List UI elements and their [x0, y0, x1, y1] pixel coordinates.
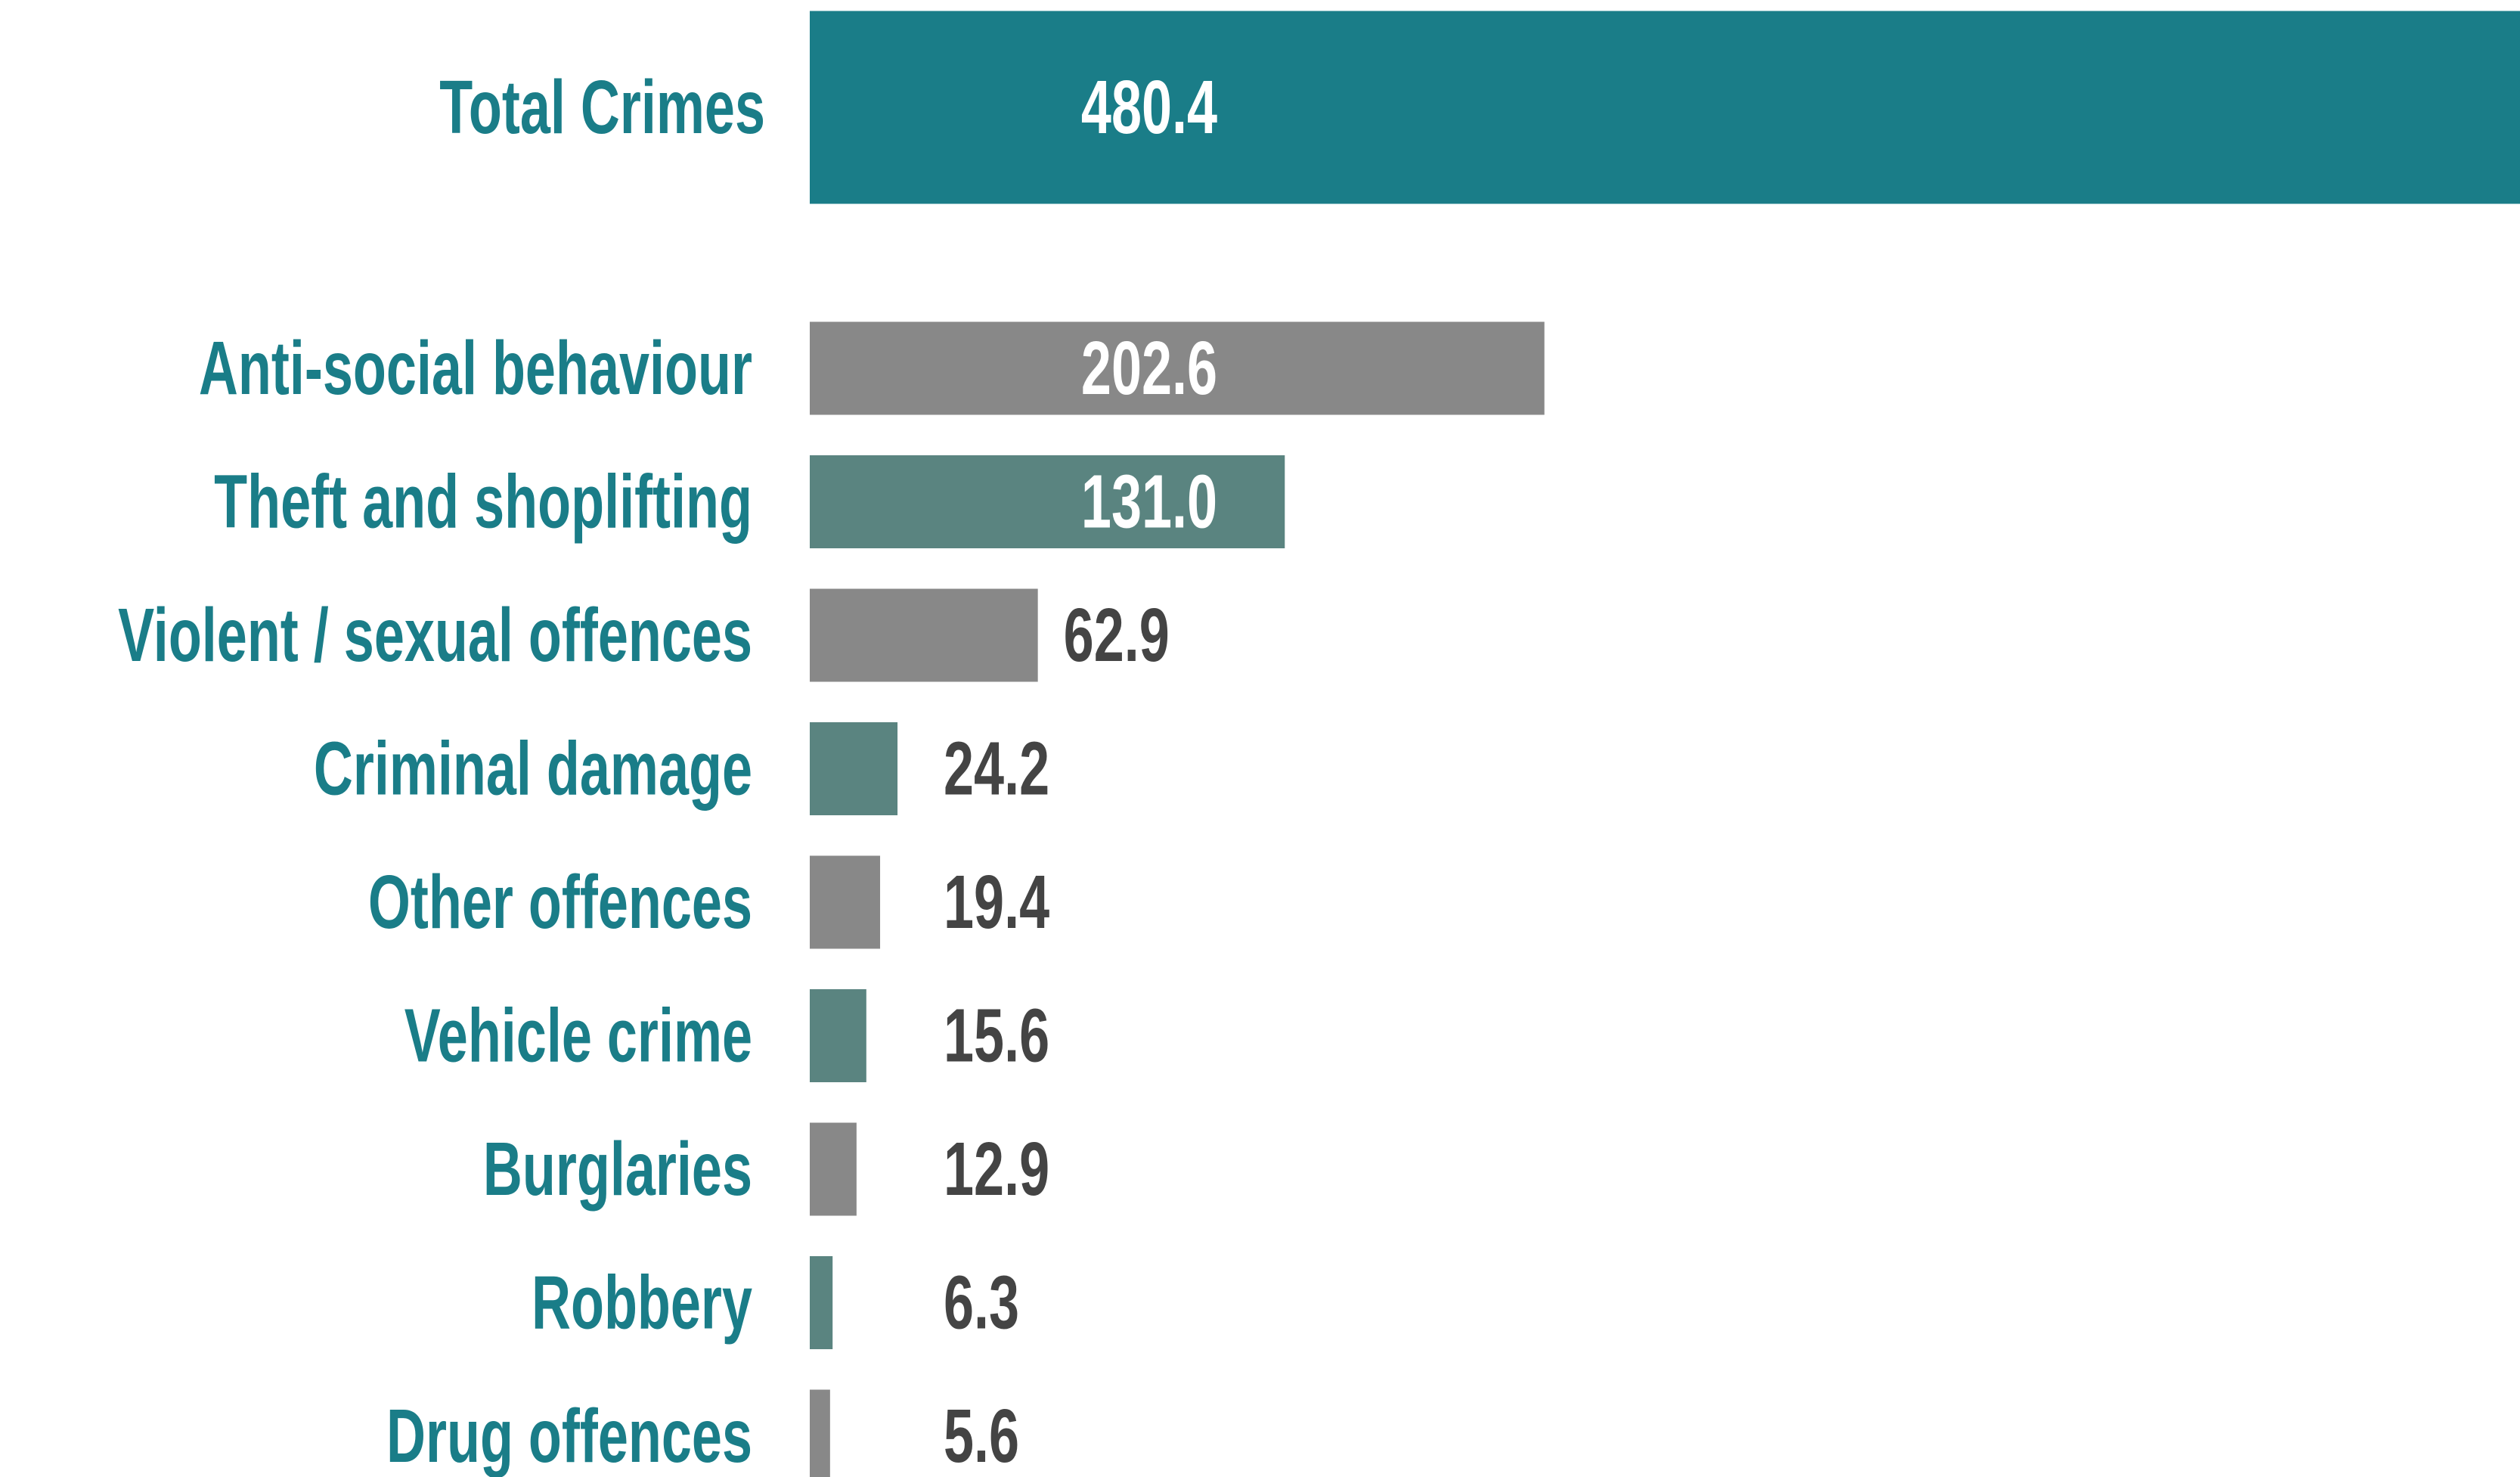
bar: [810, 989, 866, 1082]
value-label: 12.9: [944, 1127, 1049, 1211]
value-label: 24.2: [944, 727, 1049, 811]
category-label: Total Crimes: [439, 65, 765, 149]
value-label-group: 202.6: [1081, 326, 1217, 410]
value-label: 15.6: [944, 994, 1049, 1078]
bar: [810, 722, 898, 815]
category-label-group: Violent / sexual offences: [118, 593, 752, 677]
value-label: 480.4: [1081, 65, 1217, 149]
category-label-group: Burglaries: [483, 1127, 752, 1211]
category-label: Theft and shoplifting: [214, 460, 752, 544]
bar: [810, 321, 1545, 415]
bar: [810, 855, 881, 949]
value-label-group: 6.3: [944, 1261, 1019, 1345]
value-label: 6.3: [944, 1261, 1019, 1345]
value-label-group: 24.2: [944, 727, 1049, 811]
value-label-group: 15.6: [944, 994, 1049, 1078]
category-label-group: Criminal damage: [314, 727, 752, 811]
category-label-group: Vehicle crime: [405, 994, 752, 1078]
bar: [810, 588, 1038, 682]
category-label-group: Other offences: [368, 860, 752, 944]
category-label: Robbery: [532, 1261, 752, 1345]
value-label: 5.6: [944, 1394, 1019, 1477]
category-label-group: Anti-social behaviour: [199, 326, 752, 410]
category-label: Drug offences: [386, 1394, 752, 1477]
value-label: 62.9: [1064, 593, 1170, 677]
category-label: Other offences: [368, 860, 752, 944]
value-label: 19.4: [944, 860, 1049, 944]
value-label-group: 12.9: [944, 1127, 1049, 1211]
value-label-group: 5.6: [944, 1394, 1019, 1477]
category-label: Violent / sexual offences: [118, 593, 752, 677]
bar: [810, 1122, 857, 1216]
category-label: Criminal damage: [314, 727, 752, 811]
value-label: 131.0: [1081, 460, 1217, 544]
category-label: Anti-social behaviour: [199, 326, 752, 410]
category-label: Burglaries: [483, 1127, 752, 1211]
value-label: 202.6: [1081, 326, 1217, 410]
bar: [810, 455, 1285, 548]
category-label: Vehicle crime: [405, 994, 752, 1078]
value-label-group: 480.4: [1081, 65, 1217, 149]
value-label-group: 62.9: [1064, 593, 1170, 677]
category-label-group: Drug offences: [386, 1394, 752, 1477]
category-label-group: Theft and shoplifting: [214, 460, 752, 544]
category-label-group: Total Crimes: [439, 65, 765, 149]
value-label-group: 131.0: [1081, 460, 1217, 544]
bar: [810, 1256, 833, 1349]
bar: [810, 11, 2520, 204]
bar: [810, 1389, 830, 1477]
category-label-group: Robbery: [532, 1261, 752, 1345]
value-label-group: 19.4: [944, 860, 1049, 944]
